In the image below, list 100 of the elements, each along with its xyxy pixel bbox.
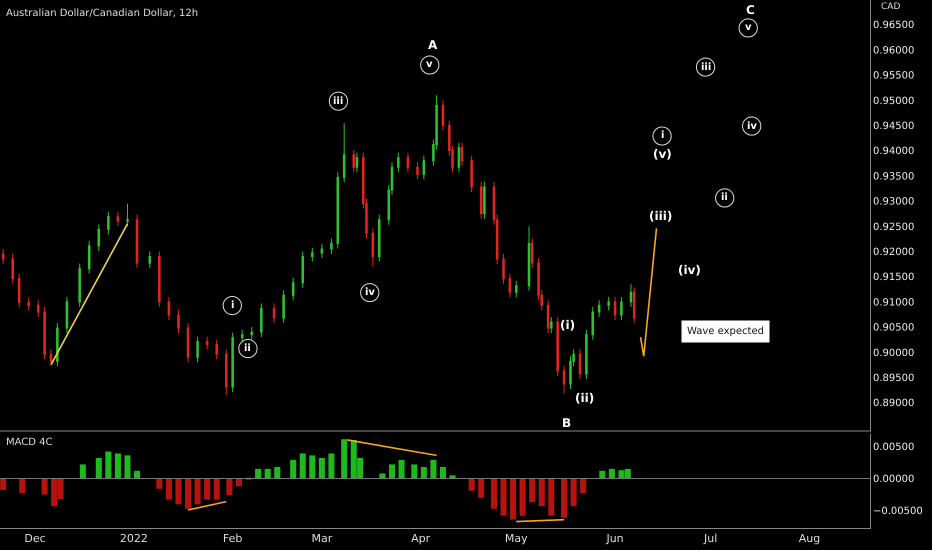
y-tick-label: 0.93000 (873, 196, 914, 208)
bar (478, 478, 484, 498)
candlestick (11, 253, 14, 284)
bar (440, 466, 446, 479)
candlestick (550, 316, 553, 334)
candlestick (50, 348, 52, 366)
bar (538, 478, 545, 506)
bar (175, 478, 182, 504)
candlestick (186, 322, 190, 363)
bar (490, 478, 497, 509)
candlestick (514, 280, 518, 298)
chart-title: MACD 4C (6, 437, 53, 448)
candlestick (336, 172, 340, 249)
y-tick-label: 0.96500 (873, 20, 914, 32)
candlestick (311, 247, 314, 262)
y-tick-label: 0.89000 (873, 398, 914, 410)
y-tick-label: 0.93500 (873, 171, 914, 182)
y-tick-label: 0.89500 (873, 372, 914, 384)
candlestick (107, 211, 110, 235)
y-tick-label: 0.92000 (873, 246, 914, 258)
candlestick (352, 149, 356, 173)
annotation: ii (244, 343, 251, 354)
candlestick (528, 226, 530, 292)
candlestick (158, 250, 161, 308)
y-tick-label: 0.94500 (873, 120, 914, 132)
candlestick (442, 100, 444, 132)
annotation: (iv) (678, 263, 701, 277)
bar (309, 455, 316, 479)
bar (204, 478, 210, 500)
candlestick (502, 253, 505, 284)
candlestick (215, 339, 218, 360)
candlestick (240, 329, 244, 344)
annotation: B (562, 416, 572, 430)
y-tick-label: 0.00500 (873, 442, 914, 453)
x-tick-label: May (504, 532, 528, 546)
candlestick (530, 238, 534, 269)
bar (290, 460, 296, 479)
candlestick (272, 302, 276, 324)
annotation: v (426, 59, 433, 70)
bar (42, 478, 48, 495)
candlestick (397, 152, 400, 173)
candlestick (620, 296, 623, 320)
candlestick (632, 286, 636, 324)
candlestick (578, 348, 582, 380)
bar (570, 478, 577, 506)
bar (510, 478, 516, 520)
bar (398, 460, 405, 479)
candlestick (301, 250, 304, 288)
annotation: iii (701, 62, 712, 73)
annotation: v (745, 22, 752, 33)
candlestick (177, 309, 180, 334)
candlestick (18, 273, 20, 308)
bar (388, 464, 396, 479)
annotation: C (746, 3, 755, 17)
bar (114, 453, 121, 479)
candlestick (406, 152, 410, 173)
candlestick (342, 122, 346, 183)
bar (236, 478, 242, 486)
y-tick-label: 0.96000 (873, 45, 914, 56)
x-tick-label: Dec (24, 532, 46, 546)
bar (608, 468, 615, 479)
bar (548, 478, 554, 516)
bar (318, 458, 325, 479)
bar (19, 478, 26, 494)
candlestick (470, 155, 473, 192)
x-tick-label: Aug (798, 532, 820, 546)
candlestick (206, 336, 208, 350)
bar (529, 478, 536, 502)
bar (420, 466, 427, 479)
candlestick (36, 300, 40, 318)
bar (580, 478, 586, 494)
bar (214, 478, 220, 500)
candlestick (458, 142, 460, 173)
candlestick (546, 300, 550, 334)
annotation: Wave expected (687, 326, 764, 337)
candlestick (460, 142, 464, 166)
bar (96, 458, 102, 479)
candlestick (372, 228, 374, 268)
candlestick (88, 240, 91, 274)
y-tick-label: 0.94000 (873, 146, 914, 158)
candlestick (330, 238, 333, 254)
bar (561, 478, 568, 518)
x-tick-label: Jul (703, 532, 718, 546)
y-tick-label: 0.90500 (873, 322, 914, 334)
bar (134, 470, 140, 479)
annotation: iv (365, 287, 376, 298)
bar (194, 478, 201, 504)
candlestick (282, 290, 285, 324)
candlestick (378, 214, 381, 262)
y-tick-label: 0.90000 (873, 348, 914, 359)
candlestick (607, 296, 610, 311)
annotation: (ii) (575, 391, 594, 405)
y-tick-label: 0.92500 (873, 222, 914, 233)
candlestick (148, 250, 152, 269)
bar (80, 464, 86, 479)
annotation: (iii) (649, 209, 672, 223)
y-tick-label: 0.91500 (873, 272, 914, 284)
bar (264, 468, 271, 479)
annotation: (i) (560, 318, 576, 332)
y-tick-label: 0.00000 (873, 474, 914, 486)
